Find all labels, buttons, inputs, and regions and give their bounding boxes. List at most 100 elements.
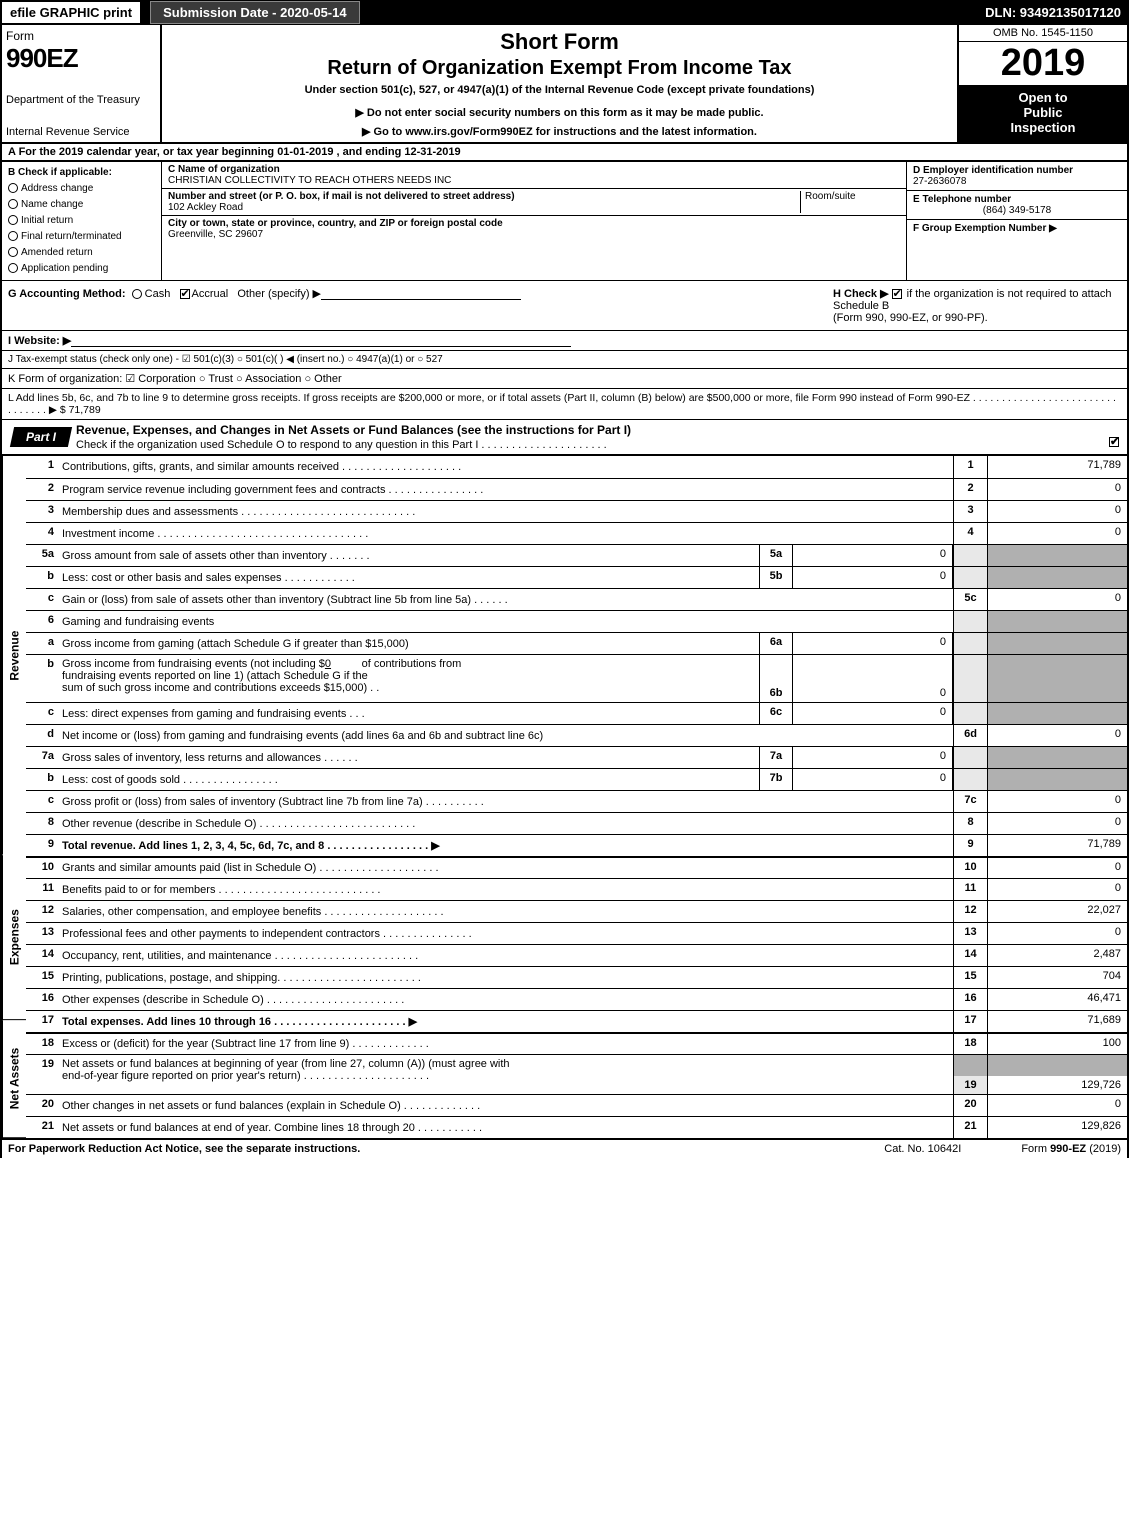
line-10: 10Grants and similar amounts paid (list … (26, 856, 1127, 878)
line-5b: bLess: cost or other basis and sales exp… (26, 566, 1127, 588)
b-opt-pending[interactable]: Application pending (8, 261, 155, 277)
top-bar: efile GRAPHIC print Submission Date - 20… (0, 0, 1129, 25)
line-18: 18Excess or (deficit) for the year (Subt… (26, 1032, 1127, 1054)
inspect-3: Inspection (964, 120, 1122, 135)
line-15: 15Printing, publications, postage, and s… (26, 966, 1127, 988)
org-address: 102 Ackley Road (168, 202, 800, 213)
h-schedule-b: H Check ▶ if the organization is not req… (827, 281, 1127, 330)
b-label: B Check if applicable: (8, 165, 155, 181)
h-check[interactable] (892, 289, 902, 299)
line-9: 9Total revenue. Add lines 1, 2, 3, 4, 5c… (26, 834, 1127, 856)
line-16: 16Other expenses (describe in Schedule O… (26, 988, 1127, 1010)
line-5a: 5aGross amount from sale of assets other… (26, 544, 1127, 566)
d-ein-label: D Employer identification number (913, 165, 1121, 176)
line-14: 14Occupancy, rent, utilities, and mainte… (26, 944, 1127, 966)
department: Department of the Treasury (6, 94, 156, 106)
ssn-warning: ▶ Do not enter social security numbers o… (170, 106, 949, 119)
footer-form: Form 990-EZ (2019) (1021, 1143, 1121, 1155)
submission-date: Submission Date - 2020-05-14 (150, 1, 360, 24)
part-1-header: Part I Revenue, Expenses, and Changes in… (0, 419, 1129, 456)
line-6b: b Gross income from fundraising events (… (26, 654, 1127, 702)
phone: (864) 349-5178 (913, 205, 1121, 216)
line-8: 8Other revenue (describe in Schedule O) … (26, 812, 1127, 834)
org-name: CHRISTIAN COLLECTIVITY TO REACH OTHERS N… (168, 175, 900, 186)
e-phone-label: E Telephone number (913, 194, 1121, 205)
g-cash-radio[interactable] (132, 289, 142, 299)
side-revenue: Revenue (2, 456, 26, 855)
line-6c: cLess: direct expenses from gaming and f… (26, 702, 1127, 724)
go-to-link[interactable]: ▶ Go to www.irs.gov/Form990EZ for instru… (170, 125, 949, 138)
g-accrual-check[interactable] (180, 289, 190, 299)
line-19: 19 Net assets or fund balances at beginn… (26, 1054, 1127, 1094)
f-group-label: F Group Exemption Number ▶ (913, 223, 1121, 234)
row-i: I Website: ▶ (0, 330, 1129, 350)
line-3: 3Membership dues and assessments . . . .… (26, 500, 1127, 522)
inspect-2: Public (964, 105, 1122, 120)
header-left: Form 990EZ Department of the Treasury In… (2, 25, 162, 142)
g-accounting: G Accounting Method: Cash Accrual Other … (2, 281, 827, 330)
short-form-title: Short Form (170, 29, 949, 55)
header-right: OMB No. 1545-1150 2019 Open to Public In… (957, 25, 1127, 142)
line-11: 11Benefits paid to or for members . . . … (26, 878, 1127, 900)
b-opt-name[interactable]: Name change (8, 197, 155, 213)
line-4: 4Investment income . . . . . . . . . . .… (26, 522, 1127, 544)
block-bcd: B Check if applicable: Address change Na… (0, 162, 1129, 280)
row-l: L Add lines 5b, 6c, and 7b to line 9 to … (0, 388, 1129, 419)
b-opt-address[interactable]: Address change (8, 181, 155, 197)
part-1-checkbox[interactable] (1109, 437, 1119, 447)
main-table: Revenue Expenses Net Assets 1Contributio… (0, 456, 1129, 1140)
c-name-label: C Name of organization (168, 164, 900, 175)
part-1-badge: Part I (10, 427, 72, 447)
line-12: 12Salaries, other compensation, and empl… (26, 900, 1127, 922)
line-1: 1Contributions, gifts, grants, and simil… (26, 456, 1127, 478)
return-title: Return of Organization Exempt From Incom… (170, 57, 949, 80)
row-a: A For the 2019 calendar year, or tax yea… (0, 144, 1129, 162)
line-7a: 7aGross sales of inventory, less returns… (26, 746, 1127, 768)
tax-year: 2019 (959, 42, 1127, 85)
lines: 1Contributions, gifts, grants, and simil… (26, 456, 1127, 1138)
header-middle: Short Form Return of Organization Exempt… (162, 25, 957, 142)
ein: 27-2636078 (913, 176, 1121, 187)
col-d: D Employer identification number 27-2636… (907, 162, 1127, 280)
b-opt-initial[interactable]: Initial return (8, 213, 155, 229)
c-addr-label: Number and street (or P. O. box, if mail… (168, 191, 800, 202)
b-opt-final[interactable]: Final return/terminated (8, 229, 155, 245)
footer-cat: Cat. No. 10642I (884, 1143, 961, 1155)
efile-print-button[interactable]: efile GRAPHIC print (0, 0, 142, 25)
line-5c: cGain or (loss) from sale of assets othe… (26, 588, 1127, 610)
line-7c: cGross profit or (loss) from sales of in… (26, 790, 1127, 812)
irs: Internal Revenue Service (6, 126, 156, 138)
line-7b: bLess: cost of goods sold . . . . . . . … (26, 768, 1127, 790)
part-1-check: Check if the organization used Schedule … (76, 439, 607, 451)
line-17: 17Total expenses. Add lines 10 through 1… (26, 1010, 1127, 1032)
under-section: Under section 501(c), 527, or 4947(a)(1)… (170, 84, 949, 96)
footer-left: For Paperwork Reduction Act Notice, see … (8, 1143, 824, 1155)
side-labels: Revenue Expenses Net Assets (2, 456, 26, 1138)
dln: DLN: 93492135017120 (977, 2, 1129, 23)
footer: For Paperwork Reduction Act Notice, see … (0, 1140, 1129, 1158)
row-gh: G Accounting Method: Cash Accrual Other … (0, 280, 1129, 330)
room-suite-label: Room/suite (800, 191, 900, 213)
form-label: Form (6, 29, 156, 43)
line-20: 20Other changes in net assets or fund ba… (26, 1094, 1127, 1116)
row-k: K Form of organization: ☑ Corporation ○ … (0, 368, 1129, 388)
col-b: B Check if applicable: Address change Na… (2, 162, 162, 280)
form-name: 990EZ (6, 43, 156, 74)
row-j: J Tax-exempt status (check only one) - ☑… (0, 350, 1129, 368)
org-city: Greenville, SC 29607 (168, 229, 900, 240)
b-opt-amended[interactable]: Amended return (8, 245, 155, 261)
open-to-public: Open to Public Inspection (959, 85, 1127, 142)
side-expenses: Expenses (2, 855, 26, 1020)
form-header: Form 990EZ Department of the Treasury In… (0, 25, 1129, 144)
line-21: 21Net assets or fund balances at end of … (26, 1116, 1127, 1138)
c-city-label: City or town, state or province, country… (168, 218, 900, 229)
line-6a: aGross income from gaming (attach Schedu… (26, 632, 1127, 654)
part-1-title: Revenue, Expenses, and Changes in Net As… (76, 423, 631, 437)
side-netassets: Net Assets (2, 1020, 26, 1138)
omb-number: OMB No. 1545-1150 (959, 25, 1127, 42)
line-6: 6Gaming and fundraising events (26, 610, 1127, 632)
col-c: C Name of organization CHRISTIAN COLLECT… (162, 162, 907, 280)
line-13: 13Professional fees and other payments t… (26, 922, 1127, 944)
line-2: 2Program service revenue including gover… (26, 478, 1127, 500)
inspect-1: Open to (964, 90, 1122, 105)
